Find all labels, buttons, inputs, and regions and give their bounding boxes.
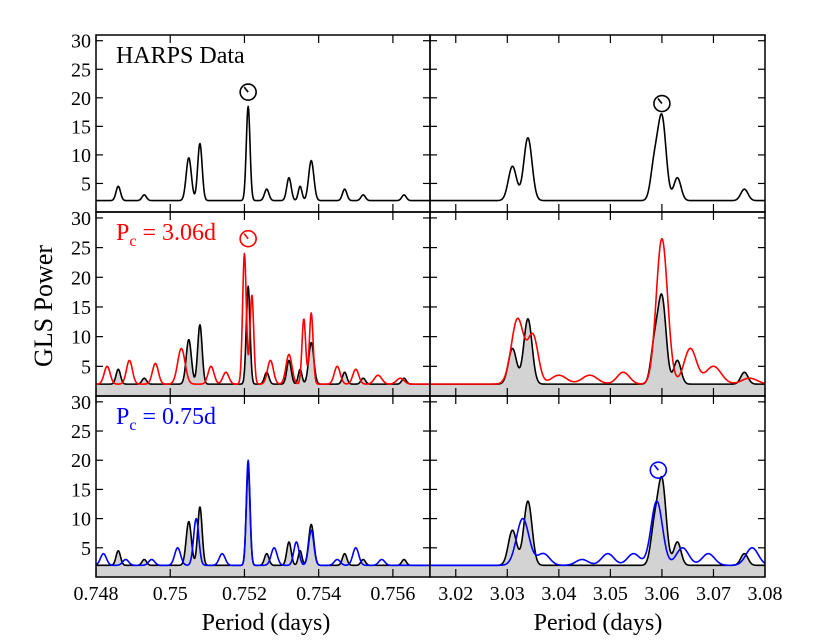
series-line-harps-data bbox=[430, 475, 765, 567]
series-fill-harps-data bbox=[96, 469, 430, 577]
y-tick-label: 10 bbox=[71, 509, 91, 531]
series-line-harps-data bbox=[96, 285, 430, 385]
y-tick-label: 5 bbox=[81, 538, 91, 560]
peak-marker-circle bbox=[239, 83, 257, 101]
peak-marker-icon bbox=[239, 229, 257, 248]
x-tick-label: 3.05 bbox=[593, 583, 628, 605]
panel-frame bbox=[429, 395, 766, 578]
plot-area-bottom-left bbox=[96, 459, 430, 577]
peak-marker-hand bbox=[653, 464, 659, 471]
x-tick-label: 0.748 bbox=[74, 583, 119, 605]
series-line-harps-data bbox=[430, 113, 765, 202]
x-tick-label: 0.756 bbox=[370, 583, 415, 605]
plot-area-mid-left bbox=[96, 252, 430, 396]
panel-mid-right bbox=[429, 211, 766, 397]
series-line-p-c-3-06d bbox=[430, 237, 765, 385]
y-tick-label: 20 bbox=[71, 267, 91, 289]
panel-bottom-left: 5 10 15 20 25 30 0.748 0.75 0.752 0.754 0.756 Pc = … bbox=[71, 392, 431, 605]
peak-marker-circle bbox=[239, 229, 257, 248]
series-line-harps-data bbox=[430, 293, 765, 385]
series-line-harps-data bbox=[96, 468, 430, 567]
peak-marker-icon bbox=[239, 83, 257, 101]
y-tick-label: 15 bbox=[71, 297, 91, 319]
y-tick-label: 5 bbox=[81, 356, 91, 378]
x-tick-label: 0.752 bbox=[222, 583, 267, 605]
x-tick-label: 0.75 bbox=[153, 583, 188, 605]
y-tick-label: 20 bbox=[71, 450, 91, 472]
y-axis-label: GLS Power bbox=[29, 245, 58, 367]
series-line-p-c-3-06d bbox=[96, 252, 430, 385]
y-tick-label: 20 bbox=[71, 88, 91, 110]
x-tick-label: 0.754 bbox=[296, 583, 341, 605]
panel-bottom-right: 3.02 3.03 3.04 3.05 3.06 3.07 3.08 bbox=[429, 395, 783, 605]
plot-area-mid-right bbox=[430, 237, 765, 396]
x-tick-label: 3.03 bbox=[490, 583, 525, 605]
series-fill-harps-data bbox=[96, 286, 430, 396]
peak-marker-hand bbox=[243, 233, 249, 240]
peak-marker-hand bbox=[243, 86, 249, 93]
panel-mid-left: 5 10 15 20 25 30 Pc = 3.06d bbox=[71, 208, 431, 397]
y-tick-label: 25 bbox=[71, 238, 91, 260]
x-tick-label: 3.04 bbox=[541, 583, 576, 605]
y-tick-label: 5 bbox=[81, 173, 91, 195]
plot-area-top-right bbox=[430, 113, 765, 202]
series-fill-harps-data bbox=[430, 294, 765, 396]
panels-layer: 5 10 15 20 25 30 HARPS Data 5 10 15 20 25 30 Pc = 3.0… bbox=[71, 31, 783, 605]
x-axis-label-right: Period (days) bbox=[534, 610, 663, 636]
panel-frame bbox=[429, 211, 766, 397]
panel-frame bbox=[429, 34, 766, 213]
peak-marker-hand bbox=[657, 98, 663, 105]
plot-area-bottom-right bbox=[430, 475, 765, 577]
x-tick-label: 3.06 bbox=[644, 583, 679, 605]
series-line-p-c-0-75d bbox=[96, 459, 430, 567]
panel-top-right bbox=[429, 34, 766, 213]
y-tick-label: 30 bbox=[71, 31, 91, 53]
peak-marker-icon bbox=[653, 94, 671, 113]
series-line-harps-data bbox=[96, 105, 430, 202]
x-tick-label: 3.07 bbox=[696, 583, 731, 605]
x-tick-label: 3.08 bbox=[748, 583, 783, 605]
y-tick-label: 25 bbox=[71, 421, 91, 443]
x-axis-label-left: Period (days) bbox=[202, 610, 331, 636]
peak-marker-circle bbox=[653, 94, 671, 113]
plot-area-top-left bbox=[96, 105, 430, 202]
y-tick-label: 10 bbox=[71, 145, 91, 167]
y-tick-label: 10 bbox=[71, 327, 91, 349]
y-tick-label: 30 bbox=[71, 208, 91, 230]
panel-title: Pc = 0.75d bbox=[116, 404, 216, 434]
y-tick-label: 25 bbox=[71, 59, 91, 81]
y-tick-label: 15 bbox=[71, 479, 91, 501]
x-tick-label: 3.02 bbox=[438, 583, 473, 605]
y-tick-label: 30 bbox=[71, 392, 91, 414]
panel-title: Pc = 3.06d bbox=[116, 220, 216, 250]
panel-title: HARPS Data bbox=[116, 43, 245, 69]
peak-marker-circle bbox=[649, 461, 668, 479]
peak-marker-icon bbox=[649, 461, 668, 479]
y-tick-label: 15 bbox=[71, 116, 91, 138]
series-line-p-c-0-75d bbox=[430, 500, 765, 567]
panel-top-left: 5 10 15 20 25 30 HARPS Data bbox=[71, 31, 431, 213]
